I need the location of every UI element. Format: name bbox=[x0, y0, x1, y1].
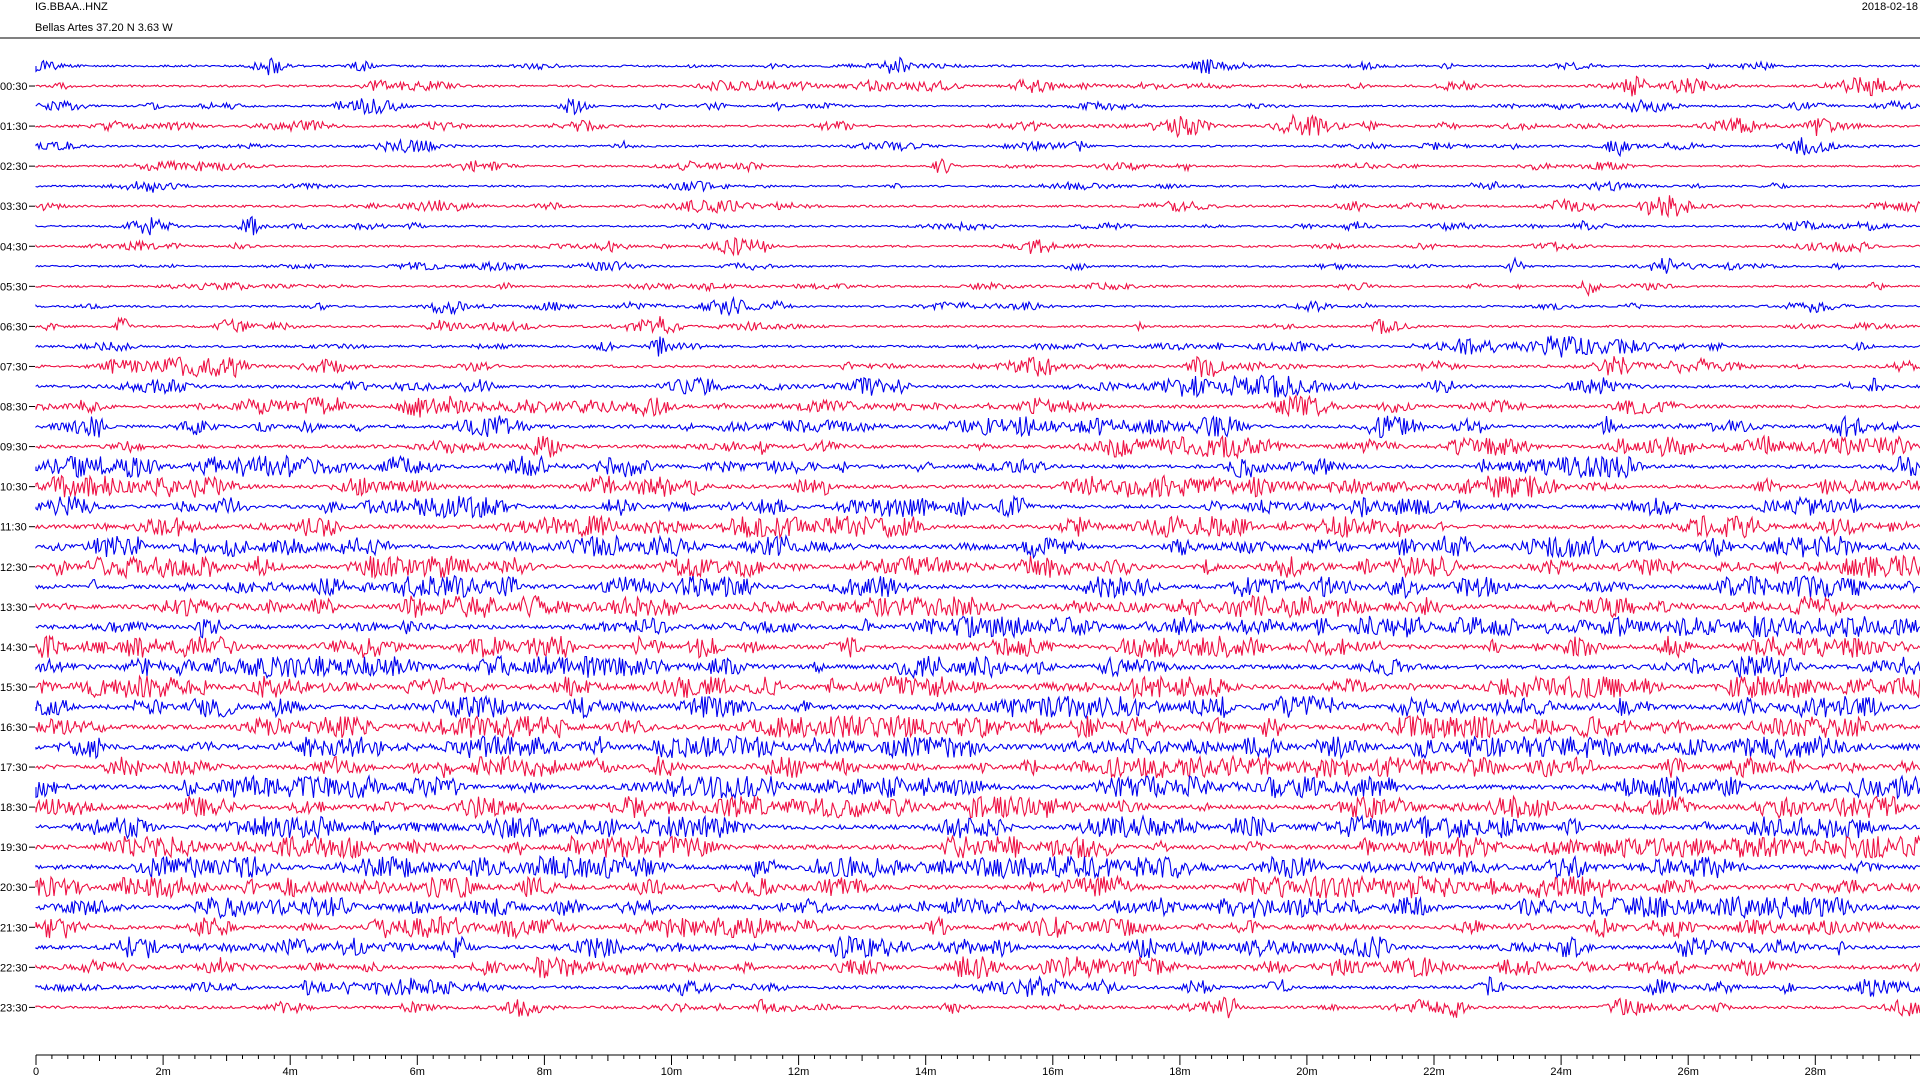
trace-line-15 bbox=[35, 335, 1920, 358]
time-labels: 00:30 01:30 02:30 03:30 04:30 05:30 06:30 07:30… bbox=[0, 81, 35, 1014]
time-label: 02:30 bbox=[0, 161, 28, 173]
trace-line-32 bbox=[35, 674, 1920, 700]
trace-line-42 bbox=[35, 874, 1920, 900]
trace-line-24 bbox=[35, 514, 1920, 540]
trace-line-6 bbox=[35, 158, 1920, 174]
trace-line-44 bbox=[35, 915, 1920, 940]
x-tick-label: 18m bbox=[1169, 1066, 1190, 1078]
trace-line-3 bbox=[35, 97, 1920, 116]
x-tick-label: 0 bbox=[33, 1066, 39, 1078]
trace-line-47 bbox=[35, 975, 1920, 998]
trace-line-2 bbox=[35, 75, 1920, 97]
time-label: 23:30 bbox=[0, 1002, 28, 1014]
trace-line-7 bbox=[35, 180, 1920, 193]
x-tick-label: 24m bbox=[1550, 1066, 1571, 1078]
trace-line-43 bbox=[35, 895, 1920, 920]
x-tick-label: 10m bbox=[661, 1066, 682, 1078]
time-label: 04:30 bbox=[0, 241, 28, 253]
time-label: 00:30 bbox=[0, 81, 28, 93]
station-code: IG.BBAA..HNZ bbox=[35, 1, 108, 13]
trace-line-12 bbox=[35, 279, 1920, 298]
trace-line-14 bbox=[35, 316, 1920, 335]
x-axis: 0 2m 4m 6m 8m 10m 12m 14m 16m 18m 20m 22m 24m 26m 28m bbox=[33, 1054, 1920, 1078]
time-label: 12:30 bbox=[0, 562, 28, 574]
trace-line-11 bbox=[35, 256, 1920, 274]
trace-line-37 bbox=[35, 774, 1920, 800]
trace-line-13 bbox=[35, 295, 1920, 317]
trace-line-9 bbox=[35, 215, 1920, 236]
time-label: 15:30 bbox=[0, 682, 28, 694]
trace-line-22 bbox=[35, 474, 1920, 498]
trace-line-10 bbox=[35, 236, 1920, 257]
x-tick-label: 20m bbox=[1296, 1066, 1317, 1078]
x-tick-label: 28m bbox=[1805, 1066, 1826, 1078]
time-label: 10:30 bbox=[0, 482, 28, 494]
time-label: 03:30 bbox=[0, 201, 28, 213]
trace-line-41 bbox=[35, 854, 1920, 880]
time-label: 19:30 bbox=[0, 842, 28, 854]
trace-line-46 bbox=[35, 956, 1920, 980]
trace-line-5 bbox=[35, 137, 1920, 158]
trace-lines bbox=[35, 56, 1920, 1019]
trace-line-18 bbox=[35, 393, 1920, 418]
trace-line-8 bbox=[35, 195, 1920, 219]
trace-line-35 bbox=[35, 734, 1920, 760]
trace-line-17 bbox=[35, 374, 1920, 398]
trace-line-20 bbox=[35, 434, 1920, 460]
trace-line-33 bbox=[35, 694, 1920, 720]
time-label: 18:30 bbox=[0, 802, 28, 814]
x-tick-label: 4m bbox=[283, 1066, 298, 1078]
trace-line-21 bbox=[35, 454, 1920, 479]
trace-line-19 bbox=[35, 414, 1920, 439]
time-label: 20:30 bbox=[0, 882, 28, 894]
trace-line-34 bbox=[35, 714, 1920, 739]
x-tick-label: 16m bbox=[1042, 1066, 1063, 1078]
time-label: 01:30 bbox=[0, 121, 28, 133]
x-tick-label: 26m bbox=[1677, 1066, 1698, 1078]
trace-line-25 bbox=[35, 534, 1920, 560]
time-label: 22:30 bbox=[0, 962, 28, 974]
trace-line-40 bbox=[35, 834, 1920, 860]
x-tick-label: 6m bbox=[410, 1066, 425, 1078]
time-label: 16:30 bbox=[0, 722, 28, 734]
trace-line-45 bbox=[35, 935, 1920, 960]
trace-line-26 bbox=[35, 554, 1920, 580]
trace-line-36 bbox=[35, 754, 1920, 780]
record-date: 2018-02-18 bbox=[1861, 1, 1918, 13]
trace-line-27 bbox=[35, 574, 1920, 600]
time-label: 05:30 bbox=[0, 281, 28, 293]
time-label: 21:30 bbox=[0, 922, 28, 934]
time-label: 06:30 bbox=[0, 321, 28, 333]
trace-line-31 bbox=[35, 654, 1920, 680]
time-label: 08:30 bbox=[0, 402, 28, 414]
trace-line-23 bbox=[35, 494, 1920, 519]
time-label: 13:30 bbox=[0, 602, 28, 614]
trace-line-29 bbox=[35, 615, 1920, 640]
x-tick-label: 22m bbox=[1423, 1066, 1444, 1078]
x-tick-label: 8m bbox=[537, 1066, 552, 1078]
x-tick-label: 14m bbox=[915, 1066, 936, 1078]
trace-line-30 bbox=[35, 634, 1920, 659]
trace-line-28 bbox=[35, 594, 1920, 619]
time-label: 11:30 bbox=[0, 522, 27, 534]
time-label: 09:30 bbox=[0, 442, 28, 454]
time-label: 07:30 bbox=[0, 362, 28, 374]
time-label: 17:30 bbox=[0, 762, 28, 774]
trace-line-1 bbox=[35, 56, 1920, 76]
trace-line-4 bbox=[35, 113, 1920, 139]
time-label: 14:30 bbox=[0, 642, 28, 654]
x-tick-label: 12m bbox=[788, 1066, 809, 1078]
trace-line-16 bbox=[35, 355, 1920, 379]
trace-line-48 bbox=[35, 996, 1920, 1019]
station-location: Bellas Artes 37.20 N 3.63 W bbox=[35, 22, 173, 34]
x-tick-label: 2m bbox=[155, 1066, 170, 1078]
trace-line-38 bbox=[35, 794, 1920, 820]
trace-line-39 bbox=[35, 814, 1920, 841]
